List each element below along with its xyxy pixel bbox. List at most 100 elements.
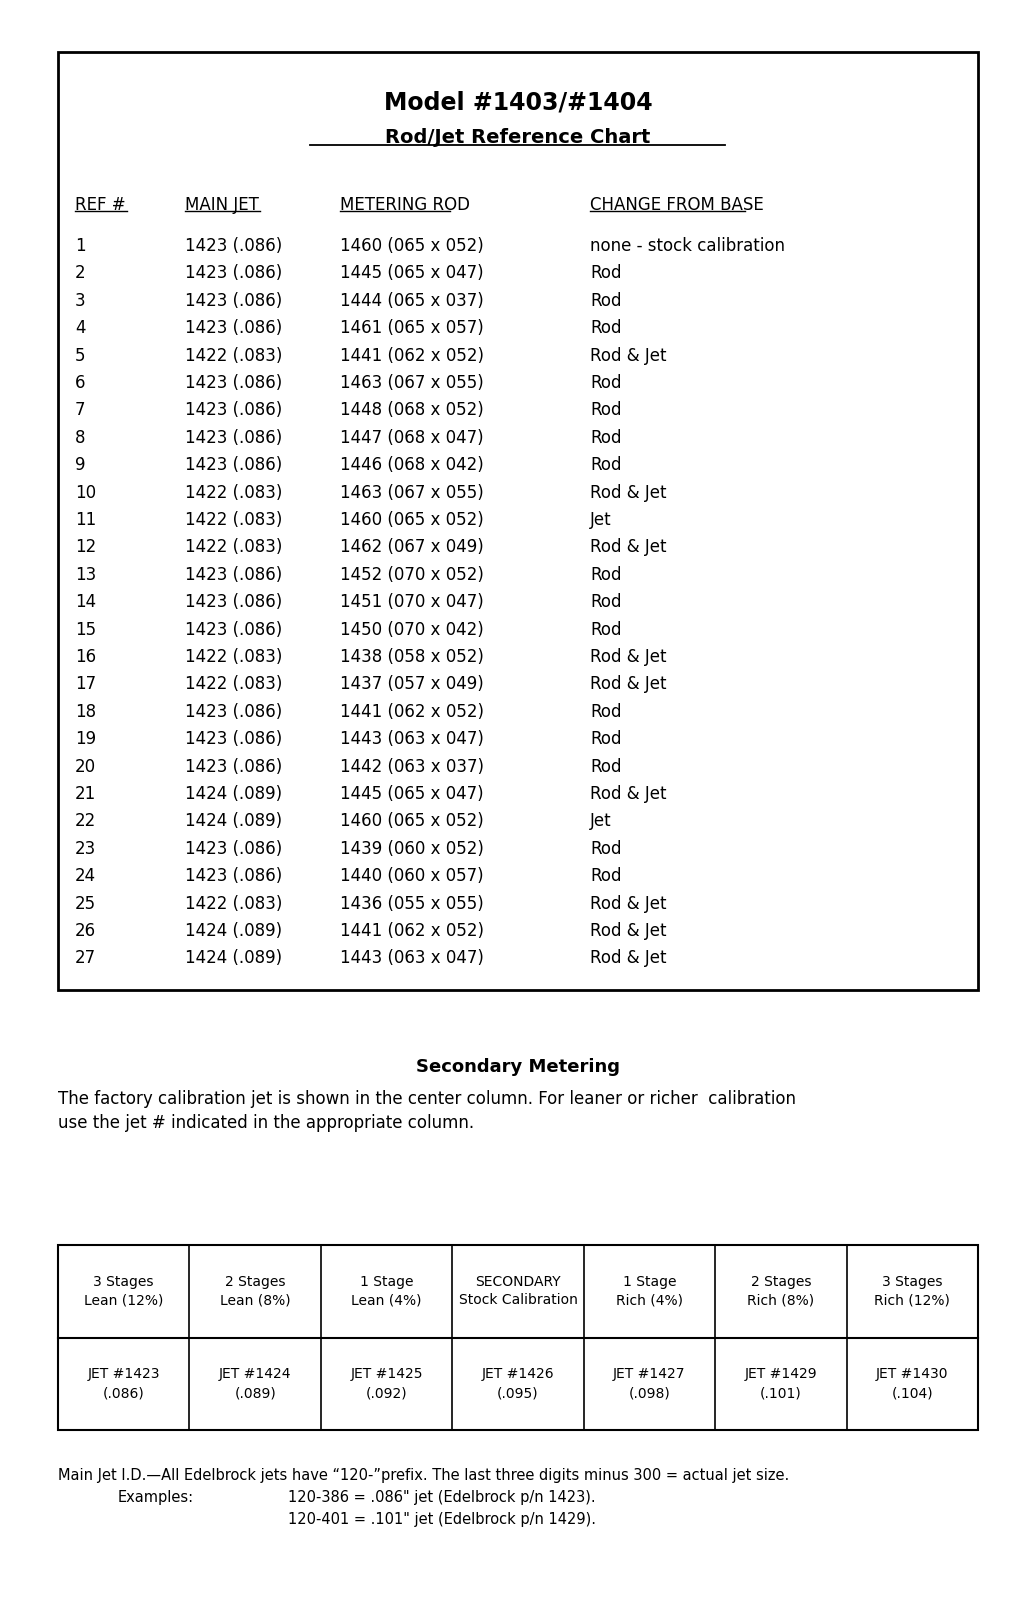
Text: 120-386 = .086" jet (Edelbrock p/n 1423).: 120-386 = .086" jet (Edelbrock p/n 1423)… xyxy=(288,1490,595,1506)
Text: JET #1425: JET #1425 xyxy=(350,1366,423,1381)
Text: Rod: Rod xyxy=(590,758,621,776)
Text: JET #1430: JET #1430 xyxy=(876,1366,948,1381)
Text: 1424 (.089): 1424 (.089) xyxy=(185,813,283,830)
Text: use the jet # indicated in the appropriate column.: use the jet # indicated in the appropria… xyxy=(58,1114,474,1133)
Text: Examples:: Examples: xyxy=(118,1490,195,1506)
Text: Rod: Rod xyxy=(590,840,621,858)
Text: 1423 (.086): 1423 (.086) xyxy=(185,291,283,310)
Text: 1441 (062 x 052): 1441 (062 x 052) xyxy=(341,702,484,720)
Text: Lean (4%): Lean (4%) xyxy=(351,1293,422,1307)
Text: MAIN JET: MAIN JET xyxy=(185,195,259,214)
Text: 11: 11 xyxy=(75,510,96,530)
Text: 1443 (063 x 047): 1443 (063 x 047) xyxy=(341,730,484,749)
Text: 17: 17 xyxy=(75,675,96,693)
Text: 3: 3 xyxy=(75,291,86,310)
Text: 19: 19 xyxy=(75,730,96,749)
Text: 1448 (068 x 052): 1448 (068 x 052) xyxy=(341,402,483,419)
Text: 3 Stages: 3 Stages xyxy=(882,1275,943,1290)
Text: 25: 25 xyxy=(75,894,96,912)
Text: Jet: Jet xyxy=(590,510,612,530)
Text: JET #1426: JET #1426 xyxy=(481,1366,555,1381)
Text: METERING ROD: METERING ROD xyxy=(341,195,470,214)
Text: 1444 (065 x 037): 1444 (065 x 037) xyxy=(341,291,483,310)
Text: 1450 (070 x 042): 1450 (070 x 042) xyxy=(341,621,483,638)
Text: Main Jet I.D.—All Edelbrock jets have “120-”prefix. The last three digits minus : Main Jet I.D.—All Edelbrock jets have “1… xyxy=(58,1469,790,1483)
Text: 23: 23 xyxy=(75,840,96,858)
Text: 1422 (.083): 1422 (.083) xyxy=(185,675,283,693)
Text: 1445 (065 x 047): 1445 (065 x 047) xyxy=(341,264,483,282)
Text: 1451 (070 x 047): 1451 (070 x 047) xyxy=(341,594,483,611)
Text: 1422 (.083): 1422 (.083) xyxy=(185,510,283,530)
Text: 8: 8 xyxy=(75,429,86,446)
Text: Rich (8%): Rich (8%) xyxy=(747,1293,815,1307)
Text: Rich (4%): Rich (4%) xyxy=(616,1293,683,1307)
Text: 22: 22 xyxy=(75,813,96,830)
Text: 12: 12 xyxy=(75,538,96,557)
Text: Rod: Rod xyxy=(590,456,621,474)
Text: 1422 (.083): 1422 (.083) xyxy=(185,894,283,912)
Text: 1424 (.089): 1424 (.089) xyxy=(185,949,283,968)
Text: (.089): (.089) xyxy=(234,1387,276,1400)
Text: 1423 (.086): 1423 (.086) xyxy=(185,621,283,638)
Text: 1423 (.086): 1423 (.086) xyxy=(185,566,283,584)
Text: 6: 6 xyxy=(75,374,86,392)
Text: 3 Stages: 3 Stages xyxy=(93,1275,154,1290)
Text: 1447 (068 x 047): 1447 (068 x 047) xyxy=(341,429,483,446)
Text: Rod & Jet: Rod & Jet xyxy=(590,347,667,365)
Text: Rod: Rod xyxy=(590,594,621,611)
Text: 1446 (068 x 042): 1446 (068 x 042) xyxy=(341,456,483,474)
Text: REF #: REF # xyxy=(75,195,125,214)
Text: 1422 (.083): 1422 (.083) xyxy=(185,347,283,365)
Text: (.104): (.104) xyxy=(891,1387,934,1400)
Text: Rod: Rod xyxy=(590,867,621,885)
Text: Lean (12%): Lean (12%) xyxy=(84,1293,164,1307)
Bar xyxy=(58,51,978,990)
Text: 2: 2 xyxy=(75,264,86,282)
Text: Rod & Jet: Rod & Jet xyxy=(590,538,667,557)
Text: 1436 (055 x 055): 1436 (055 x 055) xyxy=(341,894,483,912)
Text: 1462 (067 x 049): 1462 (067 x 049) xyxy=(341,538,483,557)
Text: Stock Calibration: Stock Calibration xyxy=(459,1293,578,1307)
Text: The factory calibration jet is shown in the center column. For leaner or richer : The factory calibration jet is shown in … xyxy=(58,1090,796,1107)
Text: SECONDARY: SECONDARY xyxy=(475,1275,561,1290)
Text: Jet: Jet xyxy=(590,813,612,830)
Text: Model #1403/#1404: Model #1403/#1404 xyxy=(384,90,652,114)
Text: 1 Stage: 1 Stage xyxy=(623,1275,676,1290)
Text: Rod: Rod xyxy=(590,621,621,638)
Text: 16: 16 xyxy=(75,648,96,666)
Text: 1463 (067 x 055): 1463 (067 x 055) xyxy=(341,483,483,501)
Text: 21: 21 xyxy=(75,786,96,803)
Text: 2 Stages: 2 Stages xyxy=(750,1275,811,1290)
Text: 1460 (065 x 052): 1460 (065 x 052) xyxy=(341,237,483,254)
Text: 1440 (060 x 057): 1440 (060 x 057) xyxy=(341,867,483,885)
Text: 1: 1 xyxy=(75,237,86,254)
Text: Rod & Jet: Rod & Jet xyxy=(590,894,667,912)
Text: Secondary Metering: Secondary Metering xyxy=(416,1058,620,1075)
Text: 13: 13 xyxy=(75,566,96,584)
Text: JET #1427: JET #1427 xyxy=(613,1366,685,1381)
Text: (.086): (.086) xyxy=(102,1387,145,1400)
Text: 1437 (057 x 049): 1437 (057 x 049) xyxy=(341,675,483,693)
Text: 1442 (063 x 037): 1442 (063 x 037) xyxy=(341,758,484,776)
Text: 1424 (.089): 1424 (.089) xyxy=(185,786,283,803)
Text: 1423 (.086): 1423 (.086) xyxy=(185,730,283,749)
Text: 1423 (.086): 1423 (.086) xyxy=(185,320,283,338)
Text: Rod & Jet: Rod & Jet xyxy=(590,922,667,939)
Text: Rod: Rod xyxy=(590,429,621,446)
Text: 1441 (062 x 052): 1441 (062 x 052) xyxy=(341,347,484,365)
Text: 26: 26 xyxy=(75,922,96,939)
Text: Rod: Rod xyxy=(590,730,621,749)
Text: 4: 4 xyxy=(75,320,86,338)
Text: Rich (12%): Rich (12%) xyxy=(875,1293,950,1307)
Text: 1460 (065 x 052): 1460 (065 x 052) xyxy=(341,813,483,830)
Text: Rod: Rod xyxy=(590,566,621,584)
Text: none - stock calibration: none - stock calibration xyxy=(590,237,785,254)
Text: 120-401 = .101" jet (Edelbrock p/n 1429).: 120-401 = .101" jet (Edelbrock p/n 1429)… xyxy=(288,1512,596,1526)
Text: (.101): (.101) xyxy=(760,1387,802,1400)
Text: JET #1424: JET #1424 xyxy=(218,1366,292,1381)
Text: 1423 (.086): 1423 (.086) xyxy=(185,594,283,611)
Text: Rod: Rod xyxy=(590,702,621,720)
Text: Rod: Rod xyxy=(590,374,621,392)
Text: JET #1423: JET #1423 xyxy=(88,1366,160,1381)
Text: 2 Stages: 2 Stages xyxy=(225,1275,286,1290)
